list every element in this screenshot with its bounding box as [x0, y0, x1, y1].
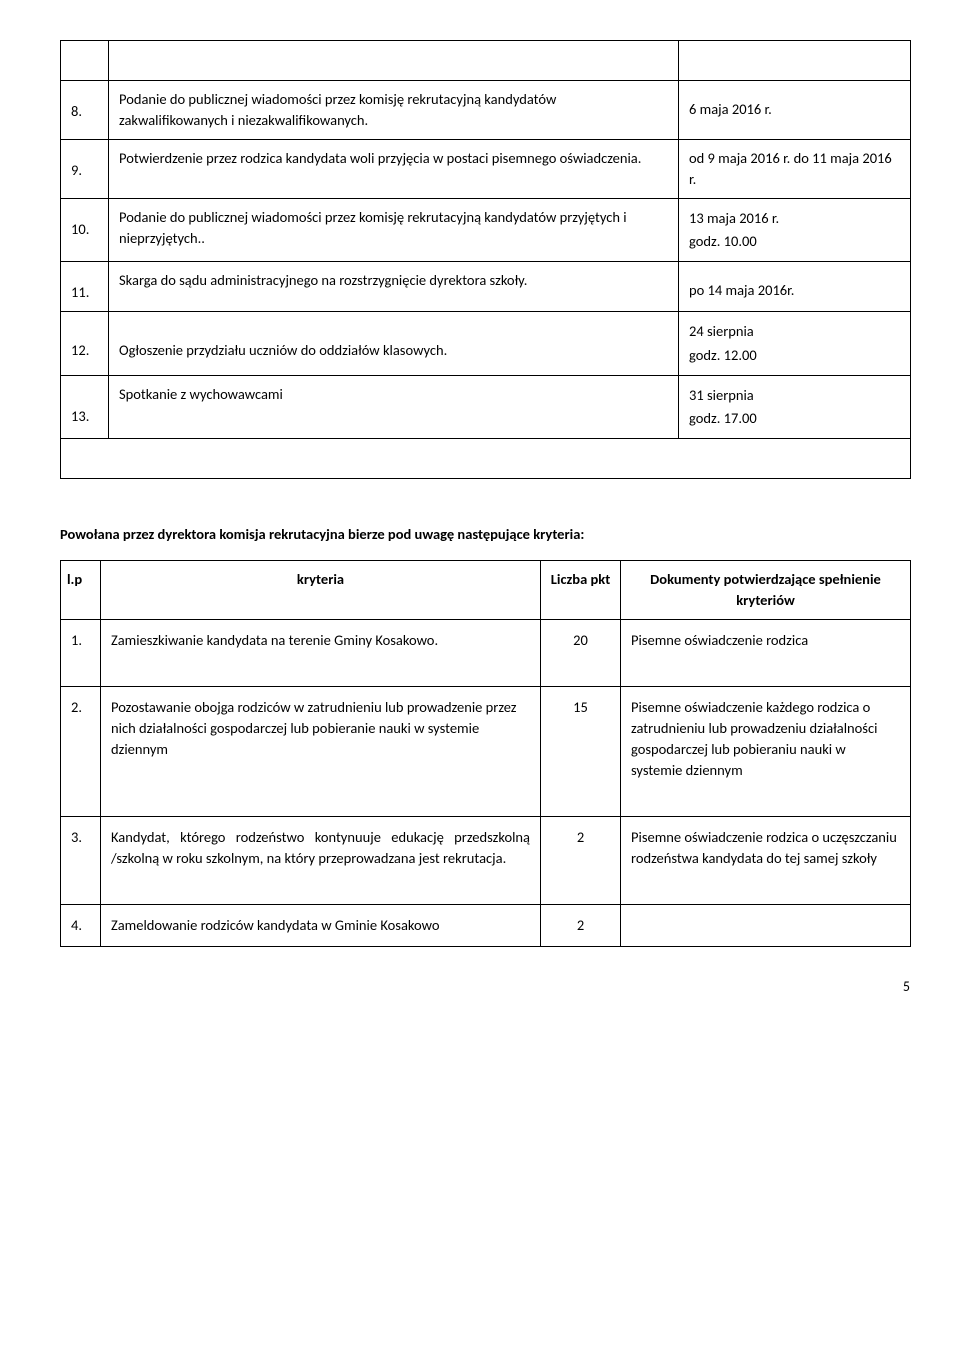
row-date: po 14 maja 2016r.: [679, 262, 911, 312]
table-row: 12. Ogłoszenie przydziału uczniów do odd…: [61, 312, 911, 375]
date-line2: godz. 10.00: [689, 232, 757, 250]
row-points: 2: [541, 817, 621, 905]
table-row: 1. Zamieszkiwanie kandydata na terenie G…: [61, 620, 911, 687]
row-document: Pisemne oświadczenie rodzica o uczęszcza…: [621, 817, 911, 905]
table-row: 13. Spotkanie z wychowawcami 31 sierpnia…: [61, 375, 911, 438]
table-row: 3. Kandydat, którego rodzeństwo kontynuu…: [61, 817, 911, 905]
header-liczba-pkt: Liczba pkt: [541, 561, 621, 620]
row-date: 31 sierpnia godz. 17.00: [679, 375, 911, 438]
header-lp: l.p: [61, 561, 101, 620]
row-number: 1.: [61, 620, 101, 687]
row-number: 4.: [61, 905, 101, 947]
row-date: od 9 maja 2016 r. do 11 maja 2016 r.: [679, 140, 911, 199]
row-number: 12.: [61, 312, 109, 375]
table-row: 4. Zameldowanie rodziców kandydata w Gmi…: [61, 905, 911, 947]
row-criterion: Zamieszkiwanie kandydata na terenie Gmin…: [101, 620, 541, 687]
row-desc: Podanie do publicznej wiadomości przez k…: [109, 81, 679, 140]
row-number: 13.: [61, 375, 109, 438]
row-date: 24 sierpnia godz. 12.00: [679, 312, 911, 375]
table-row: 10. Podanie do publicznej wiadomości prz…: [61, 199, 911, 262]
row-date: [679, 41, 911, 81]
table-row: 8. Podanie do publicznej wiadomości prze…: [61, 81, 911, 140]
row-desc: Podanie do publicznej wiadomości przez k…: [109, 199, 679, 262]
row-points: 15: [541, 687, 621, 817]
table-row: 9. Potwierdzenie przez rodzica kandydata…: [61, 140, 911, 199]
date-line1: 13 maja 2016 r.: [689, 209, 779, 227]
row-criterion: Kandydat, którego rodzeństwo kontynuuje …: [101, 817, 541, 905]
row-document: [621, 905, 911, 947]
row-number: 2.: [61, 687, 101, 817]
page-number: 5: [60, 977, 910, 997]
row-number: 3.: [61, 817, 101, 905]
table-row: 11. Skarga do sądu administracyjnego na …: [61, 262, 911, 312]
header-dokumenty: Dokumenty potwierdzające spełnienie kryt…: [621, 561, 911, 620]
criteria-heading: Powołana przez dyrektora komisja rekruta…: [60, 524, 910, 545]
row-number: [61, 41, 109, 81]
row-points: 20: [541, 620, 621, 687]
row-criterion: Pozostawanie obojga rodziców w zatrudnie…: [101, 687, 541, 817]
date-line2: godz. 12.00: [689, 346, 757, 364]
row-desc: Skarga do sądu administracyjnego na rozs…: [109, 262, 679, 312]
row-desc: [109, 41, 679, 81]
row-criterion: Zameldowanie rodziców kandydata w Gminie…: [101, 905, 541, 947]
row-date: 6 maja 2016 r.: [679, 81, 911, 140]
row-date: 13 maja 2016 r. godz. 10.00: [679, 199, 911, 262]
row-desc: Potwierdzenie przez rodzica kandydata wo…: [109, 140, 679, 199]
table-row: [61, 439, 911, 479]
row-desc: Ogłoszenie przydziału uczniów do oddział…: [109, 312, 679, 375]
table-row: 2. Pozostawanie obojga rodziców w zatrud…: [61, 687, 911, 817]
row-points: 2: [541, 905, 621, 947]
row-number: 10.: [61, 199, 109, 262]
schedule-table: 8. Podanie do publicznej wiadomości prze…: [60, 40, 911, 479]
row-desc: Spotkanie z wychowawcami: [109, 375, 679, 438]
date-line1: 31 sierpnia: [689, 386, 754, 404]
table-row: [61, 41, 911, 81]
empty-gap: [61, 439, 911, 479]
row-number: 9.: [61, 140, 109, 199]
row-document: Pisemne oświadczenie rodzica: [621, 620, 911, 687]
row-number: 11.: [61, 262, 109, 312]
row-number: 8.: [61, 81, 109, 140]
header-kryteria: kryteria: [101, 561, 541, 620]
row-document: Pisemne oświadczenie każdego rodzica o z…: [621, 687, 911, 817]
criteria-table: l.p kryteria Liczba pkt Dokumenty potwie…: [60, 560, 911, 947]
table-header-row: l.p kryteria Liczba pkt Dokumenty potwie…: [61, 561, 911, 620]
date-line2: godz. 17.00: [689, 409, 757, 427]
date-line1: 24 sierpnia: [689, 322, 754, 340]
